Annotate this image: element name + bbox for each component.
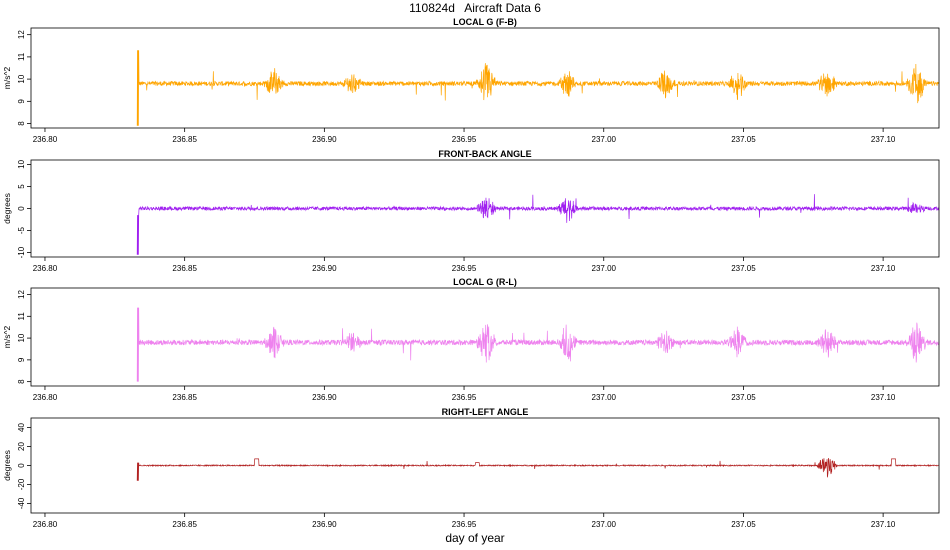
x-tick-label: 236.90 <box>312 135 337 144</box>
series-line <box>136 194 940 255</box>
x-tick-label: 237.05 <box>731 264 756 273</box>
y-tick-label: 10 <box>17 159 26 168</box>
panel-3: LOCAL G (R-L) m/s^2 236.80 236.85 236.90 236.… <box>2 277 940 402</box>
x-tick-label: 237.10 <box>871 264 896 273</box>
x-tick-label: 236.90 <box>312 520 337 529</box>
x-tick-label: 237.10 <box>871 135 896 144</box>
y-tick-label: 12 <box>17 30 26 39</box>
panel-1: LOCAL G (F-B) m/s^2 236.80 236.85 236.90 236.… <box>2 17 940 144</box>
x-tick-label: 237.00 <box>592 393 617 402</box>
plot-frame <box>30 27 940 129</box>
x-tick-label: 236.95 <box>452 264 477 273</box>
series-line <box>136 307 940 382</box>
panel-title: RIGHT-LEFT ANGLE <box>442 407 529 417</box>
y-tick-label: -5 <box>17 226 26 234</box>
y-tick-label: 10 <box>17 333 26 342</box>
panel-2: FRONT-BACK ANGLE degrees 236.80 236.85 236.9… <box>2 149 940 273</box>
x-tick-label: 236.85 <box>172 393 197 402</box>
y-tick-label: 9 <box>17 357 26 362</box>
x-tick-label: 236.95 <box>452 393 477 402</box>
panel-4: RIGHT-LEFT ANGLE degrees 236.80 236.85 236.9… <box>2 407 940 529</box>
y-tick-label: -40 <box>17 497 26 509</box>
y-tick-label: -10 <box>17 246 26 258</box>
x-tick-label: 236.80 <box>33 135 58 144</box>
y-tick-label: -20 <box>17 478 26 490</box>
plot-frame <box>30 287 940 387</box>
y-tick-label: 8 <box>17 379 26 384</box>
y-axis-label: m/s^2 <box>2 326 12 349</box>
x-tick-label: 236.85 <box>172 135 197 144</box>
x-tick-label: 237.05 <box>731 135 756 144</box>
y-tick-label: 20 <box>17 442 26 451</box>
panel-title: FRONT-BACK ANGLE <box>438 149 531 159</box>
page-title: 110824d Aircraft Data 6 <box>409 1 541 15</box>
panel-title: LOCAL G (R-L) <box>453 277 517 287</box>
x-tick-label: 237.10 <box>871 520 896 529</box>
series-line <box>136 458 940 481</box>
x-tick-label: 237.00 <box>592 135 617 144</box>
x-tick-label: 236.80 <box>33 264 58 273</box>
y-tick-label: 10 <box>17 74 26 83</box>
x-tick-label: 236.80 <box>33 393 58 402</box>
y-tick-label: 40 <box>17 423 26 432</box>
x-tick-label: 237.10 <box>871 393 896 402</box>
x-tick-label: 236.85 <box>172 264 197 273</box>
y-tick-label: 0 <box>17 463 26 468</box>
y-tick-label: 8 <box>17 121 26 126</box>
x-tick-label: 236.90 <box>312 264 337 273</box>
x-tick-label: 236.90 <box>312 393 337 402</box>
y-axis-label: m/s^2 <box>2 67 12 90</box>
x-tick-label: 236.95 <box>452 520 477 529</box>
panel-title: LOCAL G (F-B) <box>453 17 517 27</box>
x-tick-label: 237.05 <box>731 520 756 529</box>
y-tick-label: 5 <box>17 184 26 189</box>
y-tick-label: 12 <box>17 290 26 299</box>
y-tick-label: 11 <box>17 312 26 321</box>
x-tick-label: 236.85 <box>172 520 197 529</box>
y-tick-label: 11 <box>17 52 26 61</box>
series-line <box>136 50 940 126</box>
x-tick-label: 237.00 <box>592 264 617 273</box>
y-tick-label: 9 <box>17 99 26 104</box>
y-axis-label: degrees <box>2 450 12 481</box>
x-tick-label: 236.95 <box>452 135 477 144</box>
y-tick-label: 0 <box>17 206 26 211</box>
x-tick-label: 237.05 <box>731 393 756 402</box>
x-axis-label: day of year <box>445 531 505 545</box>
y-axis-label: degrees <box>2 193 12 224</box>
x-tick-label: 236.80 <box>33 520 58 529</box>
x-tick-label: 237.00 <box>592 520 617 529</box>
